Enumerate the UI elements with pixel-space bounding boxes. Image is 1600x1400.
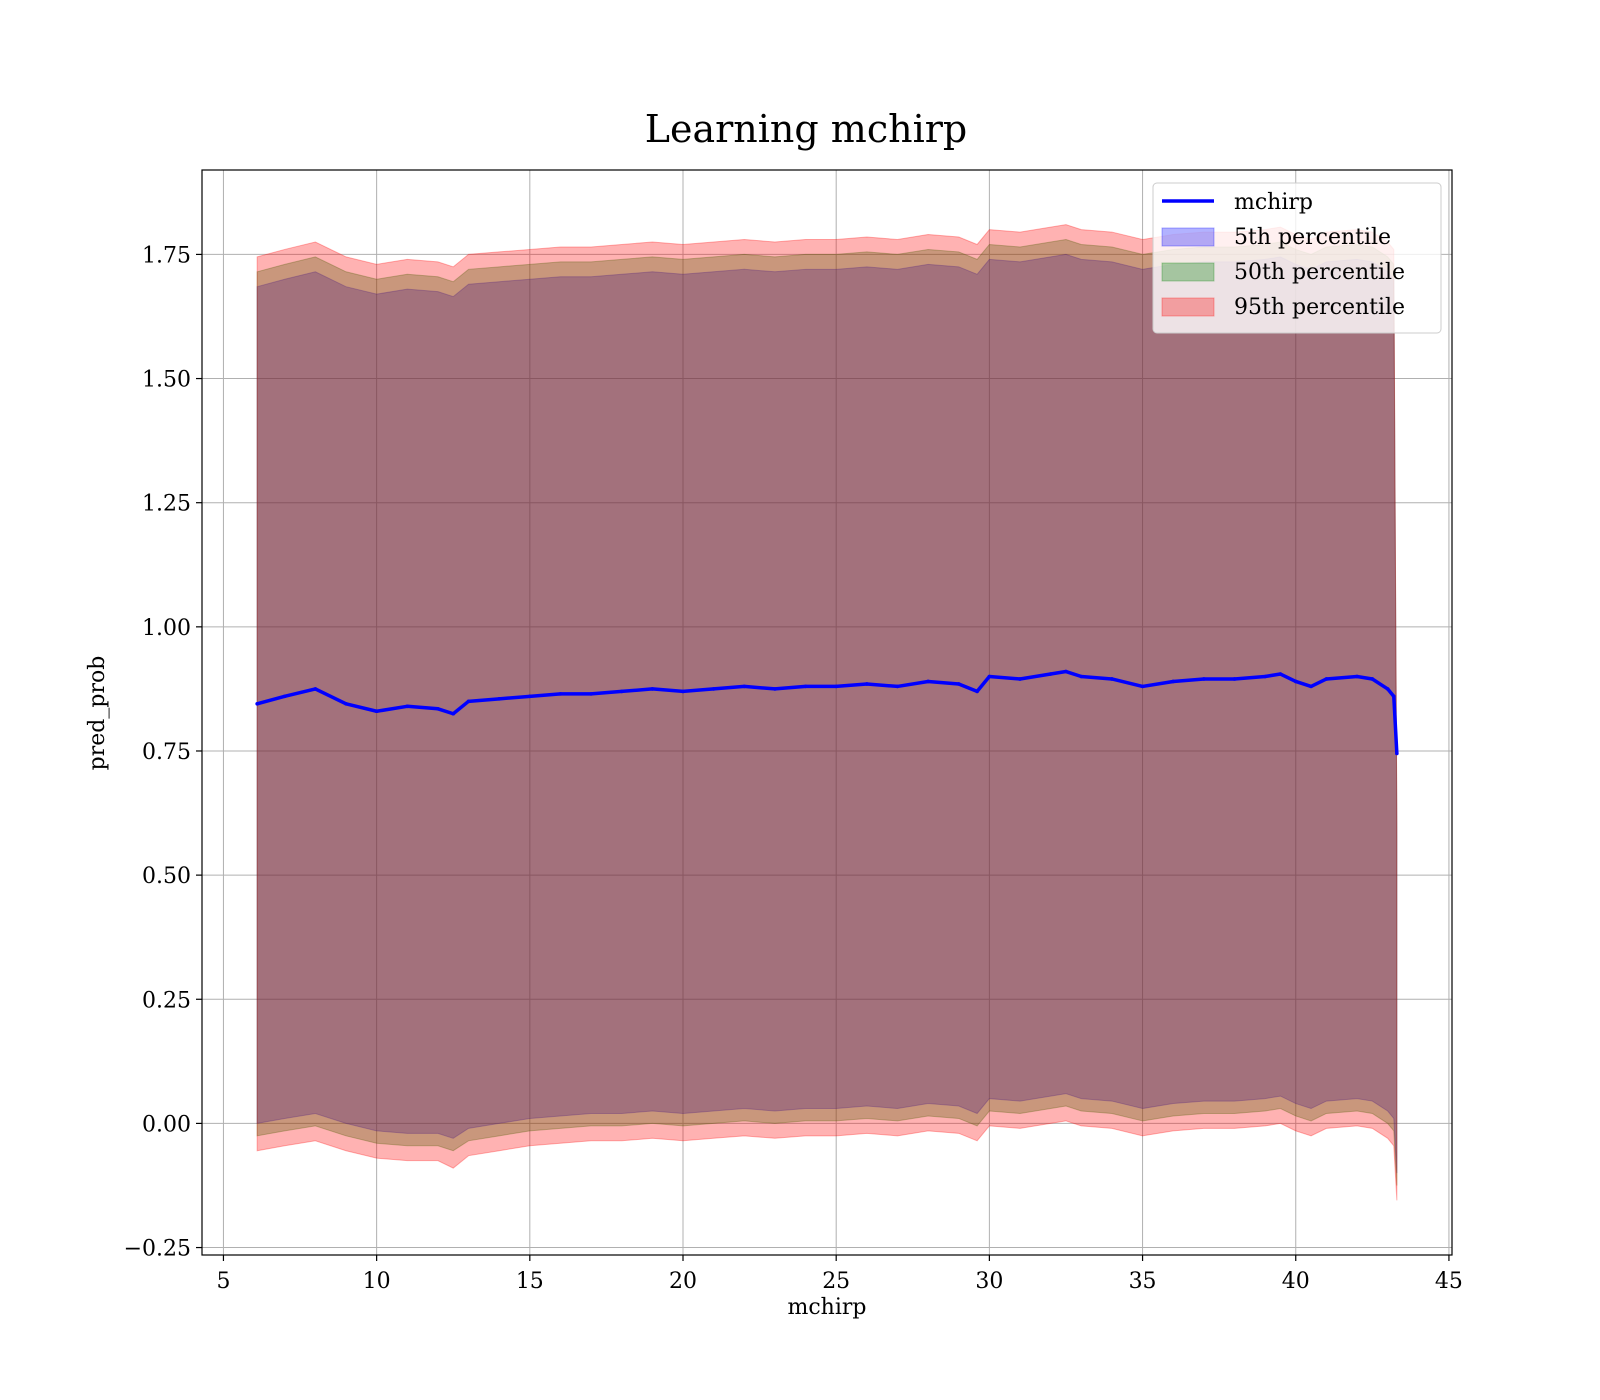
legend-swatch-95th [1161, 297, 1215, 317]
data-point [1079, 674, 1084, 679]
data-point [1355, 674, 1359, 679]
data-point [374, 709, 379, 714]
data-point [313, 687, 318, 691]
y-tick-label: 1.25 [142, 492, 191, 517]
data-point [1309, 684, 1313, 689]
x-tick-label: 10 [363, 1269, 391, 1294]
x-tick-label: 25 [822, 1269, 850, 1294]
percentile-bands [256, 224, 1398, 1201]
data-point [1370, 677, 1375, 681]
data-point [711, 687, 716, 691]
y-tick-label: 1.75 [142, 243, 191, 268]
legend-box [1152, 182, 1442, 334]
y-tick-label: 0.25 [142, 988, 191, 1013]
data-point [1171, 679, 1176, 684]
data-point [865, 682, 869, 686]
data-point [1293, 679, 1298, 684]
x-tick-label: 30 [975, 1269, 1003, 1294]
y-tick-label: 1.00 [142, 616, 191, 641]
data-point [405, 704, 410, 709]
x-tick-label: 35 [1129, 1269, 1157, 1294]
data-point [1202, 677, 1206, 681]
data-point [681, 689, 685, 694]
data-point [1278, 672, 1283, 676]
mchirp-line-layer [255, 669, 1399, 756]
y-axis-ticks: −0.25 0.00 0.25 0.50 0.75 1.00 1.25 1.50 1.75 [124, 243, 202, 1262]
chart-title: Learning mchirp [645, 107, 967, 151]
data-point [344, 702, 348, 706]
data-point [589, 692, 593, 696]
y-tick-label: 0.75 [142, 740, 191, 765]
legend: mchirp 5th percentile 50th percentile 95… [1152, 182, 1442, 334]
legend-swatch-5th [1161, 227, 1215, 247]
data-point [1110, 677, 1114, 681]
data-point [255, 702, 259, 706]
legend-label-95th: 95th percentile [1234, 295, 1405, 320]
x-axis-title: mchirp [788, 1295, 867, 1320]
data-point [1395, 751, 1399, 756]
data-point [773, 687, 777, 691]
x-tick-label: 45 [1435, 1269, 1463, 1294]
band-95th-percentile [256, 224, 1398, 1201]
legend-label-mchirp: mchirp [1234, 190, 1313, 215]
y-tick-label: 0.00 [142, 1112, 191, 1137]
line-mchirp [256, 669, 1399, 754]
x-tick-label: 20 [669, 1269, 697, 1294]
data-point [1391, 694, 1396, 699]
data-point [436, 706, 440, 711]
data-point [282, 694, 287, 699]
x-tick-label: 15 [516, 1269, 544, 1294]
data-point [1263, 674, 1267, 679]
y-tick-label: −0.25 [124, 1237, 191, 1262]
data-point [956, 682, 961, 686]
data-point [803, 684, 808, 689]
x-tick-label: 5 [216, 1269, 230, 1294]
legend-swatch-50th [1161, 262, 1215, 282]
data-point [975, 689, 979, 694]
data-point [834, 684, 838, 689]
band-5th-percentile [256, 253, 1398, 1174]
data-point [1232, 677, 1237, 681]
data-point [650, 687, 655, 691]
data-point [742, 684, 747, 689]
data-point [1064, 669, 1068, 674]
data-point [1048, 672, 1053, 676]
grid [202, 170, 1452, 1255]
data-point [497, 697, 501, 701]
y-tick-label: 0.50 [142, 864, 191, 889]
data-point [466, 699, 471, 704]
data-point [926, 679, 930, 684]
data-point [451, 711, 456, 716]
data-point [558, 692, 563, 696]
data-point [987, 674, 992, 679]
data-point [895, 684, 900, 689]
y-axis-title: pred_prob [85, 656, 110, 771]
data-point [1324, 677, 1329, 681]
data-point [619, 689, 624, 694]
legend-label-50th: 50th percentile [1234, 260, 1405, 285]
band-50th-percentile [256, 239, 1398, 1186]
data-point [528, 694, 532, 699]
y-tick-label: 1.50 [142, 368, 191, 393]
data-point [1140, 684, 1145, 689]
x-tick-label: 40 [1282, 1269, 1310, 1294]
plot-frame [201, 169, 1453, 1256]
legend-label-5th: 5th percentile [1234, 225, 1391, 250]
x-axis-ticks: 5 10 15 20 25 30 35 40 45 [216, 1255, 1463, 1294]
data-point [1385, 687, 1390, 691]
data-point [1018, 677, 1022, 681]
